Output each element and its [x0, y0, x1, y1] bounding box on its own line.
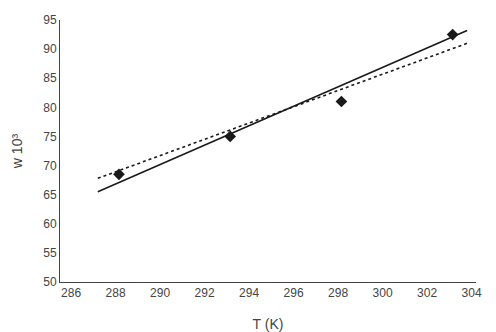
svg-text:90: 90 [43, 42, 57, 56]
svg-text:60: 60 [43, 217, 57, 231]
svg-text:70: 70 [43, 159, 57, 173]
svg-text:T (K): T (K) [253, 316, 284, 332]
svg-text:302: 302 [417, 286, 437, 300]
svg-text:300: 300 [373, 286, 393, 300]
svg-text:65: 65 [43, 188, 57, 202]
svg-text:286: 286 [61, 286, 81, 300]
svg-text:304: 304 [462, 286, 482, 300]
svg-text:292: 292 [195, 286, 215, 300]
svg-text:290: 290 [150, 286, 170, 300]
svg-text:95: 95 [43, 13, 57, 27]
svg-text:50: 50 [43, 275, 57, 289]
svg-text:298: 298 [328, 286, 348, 300]
svg-text:55: 55 [43, 246, 57, 260]
svg-text:w 10³: w 10³ [9, 134, 25, 170]
svg-text:75: 75 [43, 130, 57, 144]
svg-text:296: 296 [284, 286, 304, 300]
svg-text:80: 80 [43, 101, 57, 115]
svg-text:288: 288 [106, 286, 126, 300]
svg-text:294: 294 [239, 286, 259, 300]
svg-text:85: 85 [43, 71, 57, 85]
